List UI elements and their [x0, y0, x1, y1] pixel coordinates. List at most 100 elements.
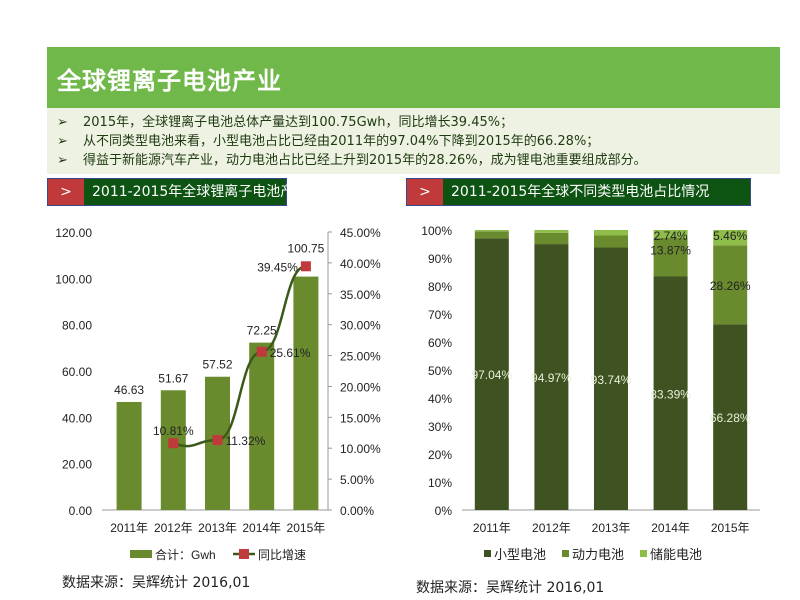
x-tick-label: 2012年 [154, 521, 193, 535]
stacked-bar-segment [653, 276, 688, 510]
legend-swatch [562, 550, 569, 557]
x-tick-label: 2014年 [242, 521, 281, 535]
legend-label: 储能电池 [650, 547, 702, 562]
line-marker [256, 346, 267, 357]
x-tick-label: 2011年 [110, 521, 148, 535]
bar-data-label: 72.25 [247, 324, 277, 338]
line-data-label: 25.61% [270, 346, 311, 360]
bullet-item: ➢ 得益于新能源汽车产业，动力电池占比已经上升到2015年的28.26%，成为锂电… [57, 153, 647, 168]
legend-label: 同比增速 [258, 548, 306, 562]
y2-tick-label: 0.00% [340, 504, 374, 518]
y2-tick-label: 30.00% [340, 319, 381, 333]
y2-tick-label: 25.00% [340, 350, 381, 364]
stacked-bar-segment [713, 324, 748, 510]
bar-data-label: 57.52 [202, 358, 232, 372]
stacked-bar-segment [594, 230, 628, 236]
y2-tick-label: 20.00% [340, 380, 381, 394]
section-header-right: >2011-2015年全球不同类型电池占比情况 [406, 178, 751, 206]
arrow-icon: ➢ [57, 153, 68, 168]
y-tick-label: 70% [428, 308, 452, 322]
y-tick-label: 40% [428, 392, 452, 406]
stacked-bar-segment [653, 230, 688, 238]
segment-data-label: 66.28% [710, 411, 751, 425]
y-tick-label: 100% [421, 224, 452, 238]
line-data-label: 10.81% [153, 424, 194, 438]
x-tick-label: 2014年 [651, 521, 690, 535]
stacked-bar-segment [534, 230, 569, 233]
bar-data-label: 51.67 [158, 371, 188, 385]
y-tick-label: 40.00 [62, 411, 92, 425]
segment-data-label: 5.46% [713, 229, 747, 243]
stacked-bar-segment [534, 244, 569, 511]
stacked-bar-segment [653, 237, 688, 277]
y-tick-label: 0.00 [69, 504, 93, 518]
data-source-left: 数据来源：吴辉统计 2016,01 [62, 575, 251, 591]
y-tick-label: 90% [428, 252, 452, 266]
line-marker [212, 435, 223, 446]
x-tick-label: 2013年 [592, 521, 631, 535]
x-tick-label: 2011年 [473, 521, 511, 535]
segment-data-label: 93.74% [591, 373, 632, 387]
arrow-icon: ➢ [57, 115, 68, 130]
segment-data-label: 28.26% [710, 279, 751, 293]
x-tick-label: 2013年 [198, 521, 237, 535]
stacked-bar-segment [474, 230, 509, 232]
stacked-bar-segment [594, 235, 628, 248]
segment-data-label: 13.87% [650, 244, 691, 258]
y-tick-label: 10% [428, 476, 452, 490]
segment-data-label: 97.04% [471, 368, 512, 382]
chevron-right-icon: > [48, 179, 84, 205]
line-data-label: 39.45% [257, 260, 298, 274]
y-tick-label: 80% [428, 280, 452, 294]
y-tick-label: 120.00 [55, 226, 92, 240]
y-tick-label: 50% [428, 364, 452, 378]
y-tick-label: 60% [428, 336, 452, 350]
legend-swatch [640, 550, 647, 557]
segment-data-label: 83.39% [650, 387, 691, 401]
bullet-item: ➢ 从不同类型电池来看，小型电池占比已经由2011年的97.04%下降到2015年… [57, 134, 600, 149]
x-tick-label: 2015年 [287, 521, 326, 535]
legend-swatch-bar [130, 550, 152, 558]
stacked-bar-segment [713, 245, 748, 325]
y2-tick-label: 45.00% [340, 226, 381, 240]
legend-label: 动力电池 [572, 547, 624, 562]
arrow-icon: ➢ [57, 134, 68, 149]
line-marker [168, 438, 179, 449]
legend-swatch [484, 550, 491, 557]
y-tick-label: 20.00 [62, 458, 92, 472]
y2-tick-label: 5.00% [340, 473, 374, 487]
legend-label: 合计：Gwh [155, 547, 216, 562]
bar [116, 401, 142, 510]
stacked-bar-segment [474, 238, 509, 510]
legend-label: 小型电池 [494, 547, 546, 562]
bar [160, 390, 186, 510]
data-source-right: 数据来源：吴辉统计 2016,01 [416, 580, 605, 596]
stacked-bar-segment [474, 231, 509, 239]
section-header-left: >2011-2015年全球锂离子电池产量 [47, 178, 308, 206]
x-tick-label: 2015年 [711, 521, 750, 535]
y2-tick-label: 15.00% [340, 411, 381, 425]
bullet-item: ➢ 2015年，全球锂离子电池总体产量达到100.75Gwh，同比增长39.45%… [57, 115, 514, 130]
stacked-bar-segment [594, 247, 628, 510]
bar-data-label: 100.75 [288, 242, 325, 256]
line-series [172, 265, 307, 448]
y-tick-label: 60.00 [62, 365, 92, 379]
y-tick-label: 0% [435, 504, 453, 518]
x-tick-label: 2012年 [532, 521, 571, 535]
bar [249, 342, 275, 510]
y-tick-label: 80.00 [62, 319, 92, 333]
chevron-right-icon: > [407, 179, 443, 205]
segment-data-label: 94.97% [531, 371, 572, 385]
y-tick-label: 20% [428, 448, 452, 462]
legend-swatch-marker [239, 549, 249, 559]
stacked-bar-segment [534, 232, 569, 245]
y-tick-label: 100.00 [55, 272, 92, 286]
bullet-list: ➢ 2015年，全球锂离子电池总体产量达到100.75Gwh，同比增长39.45%… [47, 108, 780, 174]
stacked-bar-segment [713, 230, 748, 246]
bar-data-label: 46.63 [114, 383, 144, 397]
line-data-label: 11.32% [226, 434, 266, 448]
line-marker [300, 261, 311, 272]
y-tick-label: 30% [428, 420, 452, 434]
segment-data-label: 2.74% [654, 229, 688, 243]
